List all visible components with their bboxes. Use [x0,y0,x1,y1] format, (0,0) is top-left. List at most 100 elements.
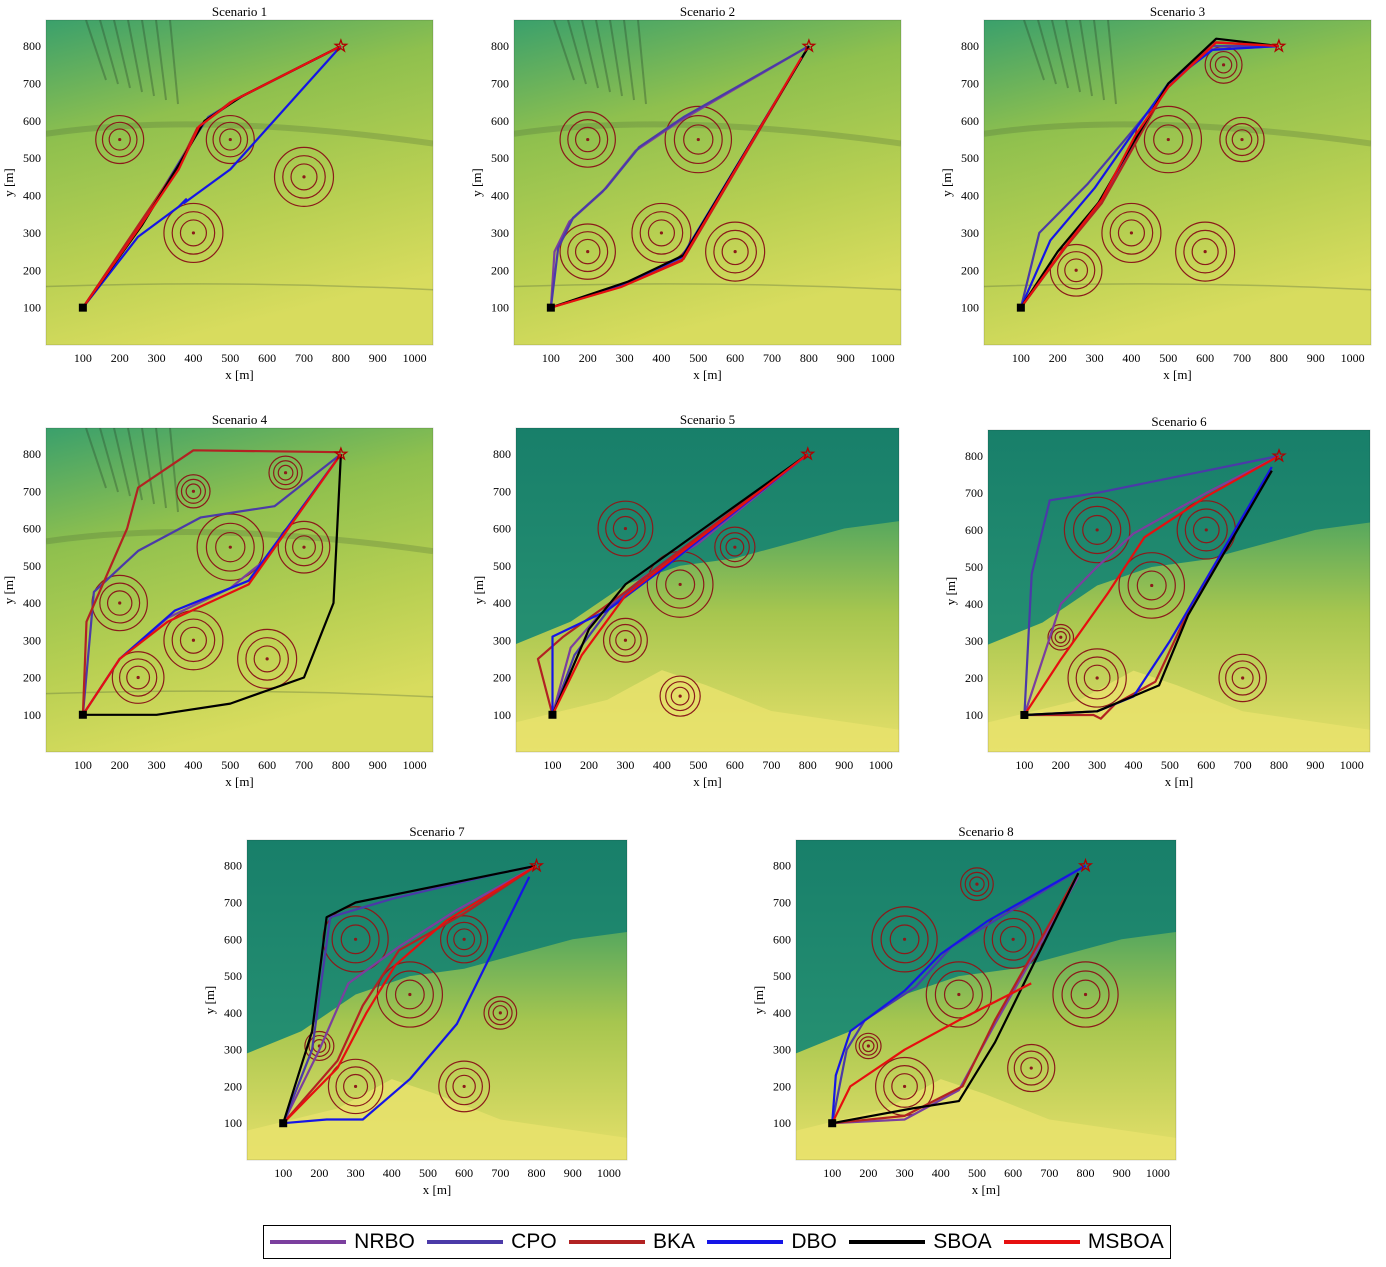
panel-7: Scenario 7 100 200 300 400 500 600 700 800 900 100… [202,824,628,1197]
panel-title: Scenario 4 [212,412,268,427]
x-tick-label: 600 [1197,758,1215,772]
legend-label-nrbo: NRBO [354,1230,415,1253]
threat-zone [597,500,654,557]
threat-ring [446,921,482,957]
y-tick-label: 700 [224,896,242,910]
threat-ring [445,1067,483,1106]
plot-frame [983,19,1372,346]
threat-ring [943,979,974,1010]
x-tick-label: 400 [383,1166,401,1180]
threat-ring [1047,623,1075,651]
threat-ring [665,569,696,600]
legend-swatch-cpo [427,1240,504,1244]
threat-ring [171,618,216,663]
threat-center [302,175,306,179]
y-axis-label: y [m] [471,576,486,605]
terrain-background [984,20,1371,345]
threat-zone [559,223,616,280]
x-tick-label: 600 [726,351,744,365]
x-axis-label: x [m] [1165,774,1194,789]
panel-title: Scenario 1 [212,4,267,19]
threat-ring [290,163,318,191]
path-msboa [831,982,1032,1124]
x-tick-label: 600 [1196,351,1214,365]
path-cpo [1023,454,1280,716]
threat-ring [1075,656,1119,700]
terrain-contour [514,121,901,147]
x-tick-label: 200 [1049,351,1067,365]
y-tick-label: 100 [491,301,509,315]
threat-ring [277,520,331,574]
threat-center [1029,1066,1033,1070]
y-axis-label: y [m] [939,168,954,197]
threat-ring [1013,1050,1049,1086]
y-tick-label: 700 [961,77,979,91]
terrain-ridge [1037,20,1057,85]
threat-ring [1118,552,1186,619]
terrain-ridge [127,428,143,501]
path-cpo [81,453,342,715]
threat-ring [1175,221,1236,282]
legend-swatch-sboa [849,1240,926,1244]
y-tick-label: 200 [23,671,41,685]
terrain-ridge [169,428,179,513]
threat-zone [960,867,994,902]
threat-zone [163,202,224,264]
x-tick-label: 800 [332,351,350,365]
threat-ring [394,979,425,1010]
plot-area [46,20,433,345]
threat-ring [871,906,938,973]
plot-frame [45,19,434,346]
threat-ring [282,155,326,199]
threat-ring [609,623,642,657]
panel-3: Scenario 3 100 200 300 400 500 600 700 800 900 100… [939,4,1372,382]
x-tick-label: 900 [369,351,387,365]
threat-ring [862,1039,875,1053]
threat-ring [612,515,639,542]
threat-center [1203,250,1207,254]
y-tick-label: 300 [224,1043,242,1057]
y-tick-label: 700 [23,77,41,91]
threat-center [733,250,737,254]
threat-center [1240,137,1244,142]
y-tick-label: 200 [773,1079,791,1093]
y-tick-label: 100 [961,301,979,315]
x-tick-label: 400 [184,351,202,365]
terrain-ridge [581,20,599,89]
threat-center [696,137,700,142]
path-bka [832,872,1080,1125]
terrain-ridge [155,428,167,509]
threat-zone [871,906,938,973]
threat-zone [659,675,701,717]
y-axis-label: y [m] [751,986,766,1015]
x-tick-label: 800 [1077,1166,1095,1180]
threat-ring [991,917,1035,961]
terrain-ridge [595,20,611,93]
threat-ring [858,1036,879,1056]
threat-ring [714,526,756,568]
y-tick-label: 600 [23,522,41,536]
threat-ring [1067,648,1127,708]
x-tick-label: 700 [295,351,313,365]
threat-center [1129,231,1134,235]
panel-title: Scenario 2 [680,4,735,19]
threat-ring [1231,666,1254,689]
threat-center [228,137,232,142]
y-tick-label: 400 [491,189,509,203]
x-tick-label: 900 [369,758,387,772]
y-axis-label: y [m] [469,168,484,197]
terrain-ridge [141,20,155,97]
threat-center [228,545,232,549]
y-axis-label: y [m] [943,577,958,606]
x-tick-label: 800 [332,758,350,772]
x-tick-label: 500 [1161,758,1179,772]
plot-area [796,840,1176,1160]
y-tick-label: 600 [23,114,41,128]
terrain-ridge [99,428,119,493]
threat-ring [335,1066,376,1107]
threat-ring [574,238,601,265]
threat-zone [855,1032,882,1060]
threat-ring [108,128,131,151]
path-sboa [1024,470,1273,717]
plot-area [46,428,433,752]
